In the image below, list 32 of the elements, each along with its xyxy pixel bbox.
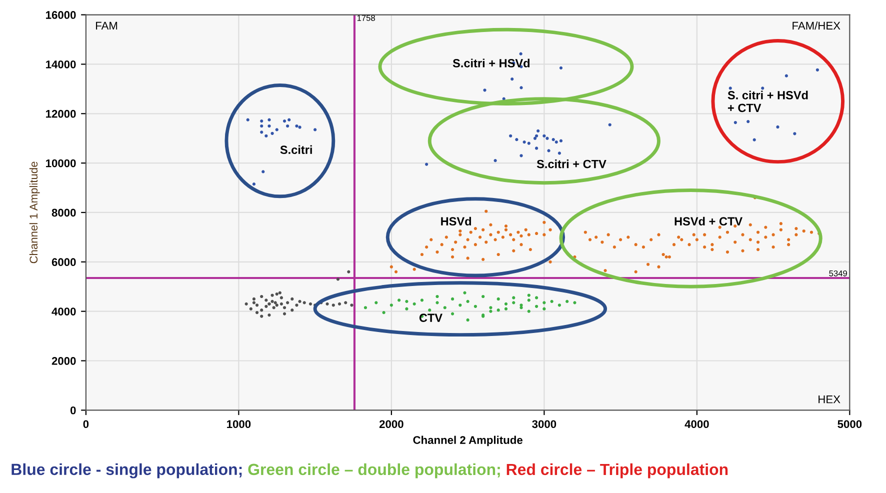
text: Red circle – Triple population [506,463,728,478]
annotation: FAM [96,22,118,30]
text: Blue circle - single population; [12,463,242,478]
ref-line-label: 5349 [829,270,847,276]
y-tick-label: 0 [70,406,76,414]
x-tick-label: 3000 [532,420,556,428]
annotation: CTV [419,314,442,322]
x-tick-label: 5000 [838,420,862,428]
ref-line-label: 1758 [357,15,375,21]
y-tick-label: 8000 [52,208,76,217]
annotation: S.citri + HSVd [452,58,530,68]
x-tick-label: 1000 [227,420,251,428]
annotation: FAM/HEX [792,21,840,30]
x-tick-label: 2000 [379,420,404,428]
y-tick-label: 10000 [46,159,76,168]
y-tick-label: 2000 [52,357,76,365]
y-tick-label: 4000 [52,308,76,316]
y-tick-label: 16000 [46,11,76,19]
y-tick-label: 14000 [46,60,76,68]
annotation: S. citri + HSVd + CTV [728,90,808,112]
annotation: S.citri [280,145,312,154]
annotation: S.citri + CTV [536,160,606,168]
text: Green circle – double population; [248,463,500,478]
annotation: HSVd + CTV [674,216,742,226]
annotation: HSVd [441,216,472,226]
x-tick-label: 4000 [684,420,709,428]
x-tick-label: 0 [83,420,89,428]
x-axis-title: Channel 2 Amplitude [413,436,522,446]
annotation: HEX [818,396,840,404]
y-axis-title: Channel 1 Amplitude [29,162,40,264]
y-tick-label: 12000 [46,110,76,118]
y-tick-label: 6000 [52,258,76,266]
